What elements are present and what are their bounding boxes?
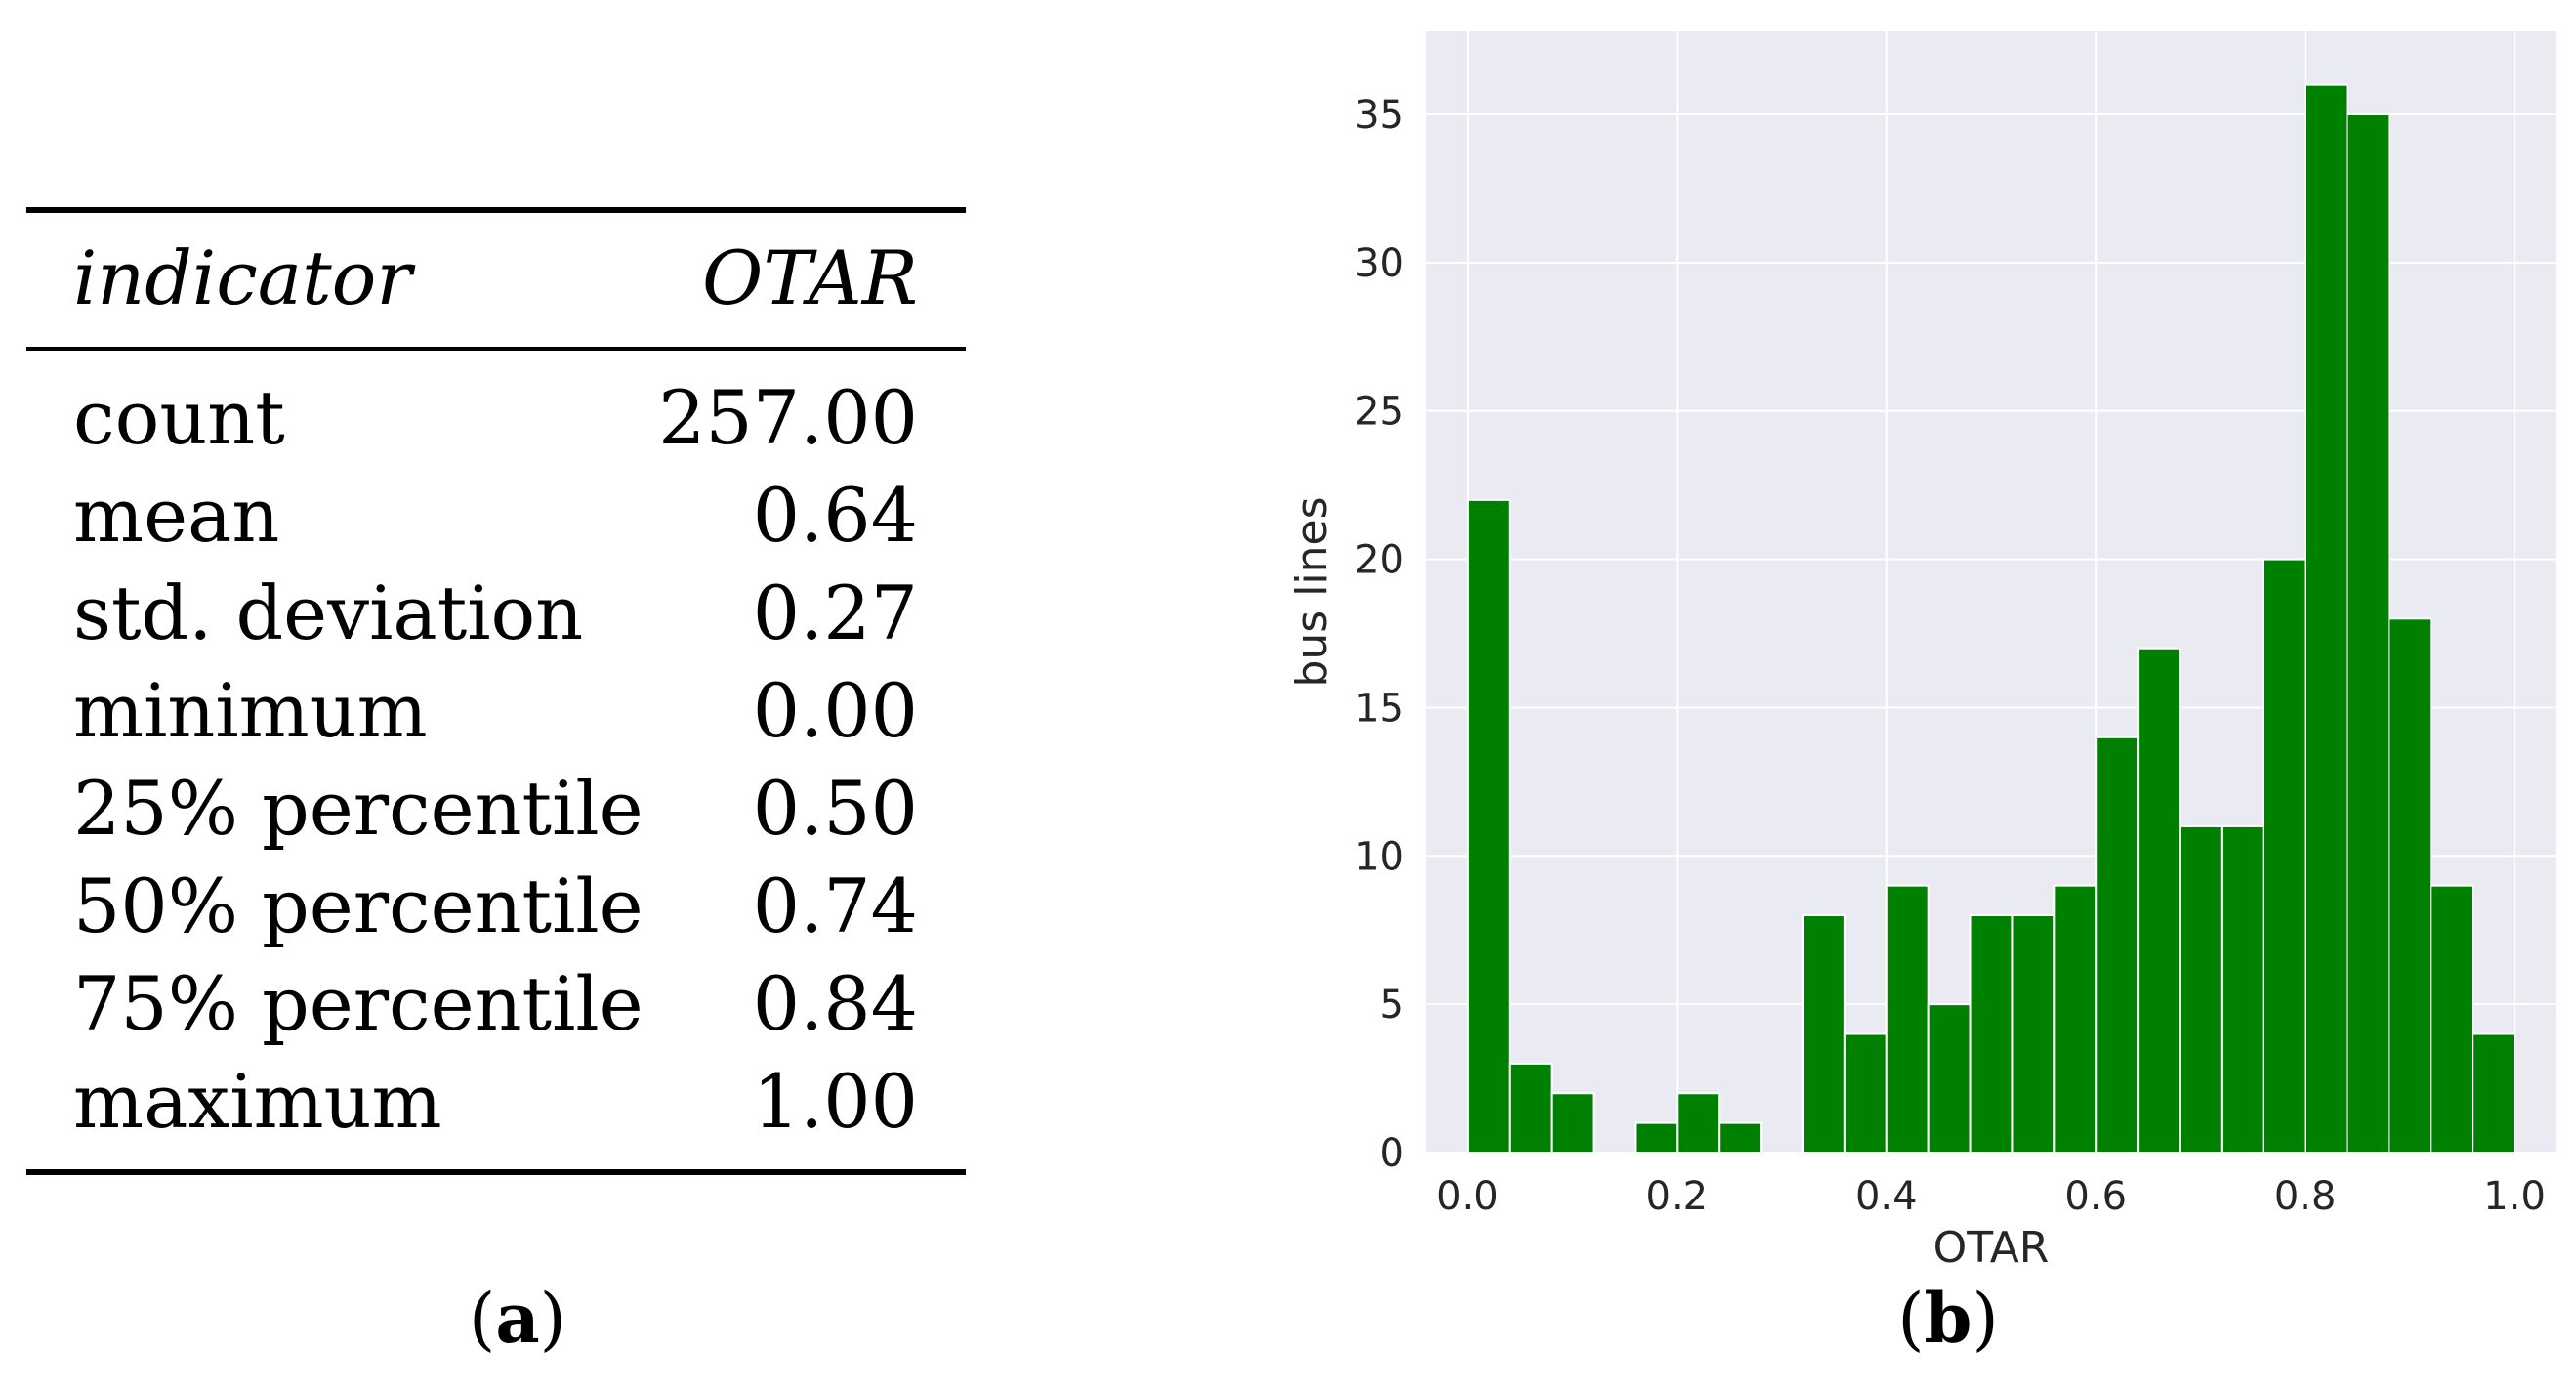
row-label: 75% percentile: [73, 960, 644, 1047]
table-body: count 257.00 mean 0.64 std. deviation 0.…: [73, 369, 918, 1151]
row-label: minimum: [73, 667, 428, 754]
histogram-bar: [1508, 1062, 1553, 1155]
table-header-rule: [26, 347, 966, 351]
table-row: minimum 0.00: [73, 662, 918, 760]
histogram-bar: [1634, 1121, 1679, 1155]
histogram-bar: [2220, 824, 2264, 1154]
histogram-bar: [2430, 884, 2474, 1155]
row-value: 0.00: [752, 667, 918, 754]
y-tick-label: 25: [1354, 390, 1404, 435]
x-tick-label: 1.0: [2483, 1174, 2546, 1219]
x-tick-label: 0.0: [1436, 1174, 1499, 1219]
y-tick-label: 35: [1354, 93, 1404, 138]
y-tick-label: 10: [1354, 834, 1404, 879]
row-value: 0.84: [752, 960, 918, 1047]
row-label: count: [73, 374, 285, 461]
row-value: 0.27: [752, 569, 918, 656]
row-value: 0.50: [752, 765, 918, 852]
histogram-bar: [1843, 1032, 1888, 1155]
row-label: 25% percentile: [73, 765, 644, 852]
row-label: 50% percentile: [73, 862, 644, 949]
histogram-bar: [2053, 884, 2098, 1155]
table-bottom-rule: [26, 1169, 966, 1175]
y-tick-label: 5: [1380, 983, 1404, 1028]
histogram-bar: [2137, 647, 2181, 1154]
histogram-bar: [1550, 1092, 1595, 1155]
histogram-bar: [2346, 113, 2390, 1155]
y-tick-label: 15: [1354, 686, 1404, 731]
table-row: std. deviation 0.27: [73, 565, 918, 662]
histogram-bar: [1718, 1121, 1763, 1155]
x-tick-label: 0.2: [1646, 1174, 1709, 1219]
x-tick-label: 0.8: [2274, 1174, 2337, 1219]
row-label: std. deviation: [73, 569, 584, 656]
histogram-bar: [1885, 884, 1930, 1155]
row-label: mean: [73, 472, 280, 559]
caption-a-letter: a: [495, 1278, 540, 1359]
histogram-bar: [2179, 824, 2223, 1154]
y-tick-label: 20: [1354, 538, 1404, 583]
row-value: 0.64: [752, 472, 918, 559]
caption-b-letter: b: [1924, 1278, 1973, 1359]
row-label: maximum: [73, 1058, 442, 1145]
histogram-bar: [2011, 914, 2056, 1155]
x-axis-label: OTAR: [1933, 1223, 2050, 1270]
histogram-bar: [1676, 1092, 1721, 1155]
table-row: 75% percentile 0.84: [73, 955, 918, 1053]
histogram-bar: [2304, 83, 2348, 1155]
histogram-bar: [1969, 914, 2014, 1155]
row-value: 257.00: [658, 374, 918, 461]
histogram-bar: [1927, 1003, 1972, 1155]
table-row: count 257.00: [73, 369, 918, 467]
table-top-rule: [26, 207, 966, 213]
histogram-chart: 0.0 0.2 0.4 0.6 0.8 1.0 0 5 10 15 20 25 30 35 OTAR bus …: [1287, 31, 2556, 1270]
x-tick-label: 0.4: [1855, 1174, 1918, 1219]
row-value: 0.74: [752, 862, 918, 949]
y-tick-label: 30: [1354, 241, 1404, 286]
y-axis-label: bus lines: [1287, 496, 1337, 687]
histogram-bar: [2262, 558, 2306, 1154]
table-row: maximum 1.00: [73, 1053, 918, 1151]
header-otar: OTAR: [702, 234, 918, 321]
histogram-bar: [1802, 914, 1846, 1155]
histogram-bar: [2388, 617, 2432, 1154]
histogram-bar: [2095, 736, 2140, 1154]
caption-b: (b): [1897, 1278, 1999, 1359]
table-header: indicator OTAR: [73, 234, 918, 322]
table-row: mean 0.64: [73, 467, 918, 565]
row-value: 1.00: [752, 1058, 918, 1145]
x-tick-label: 0.6: [2064, 1174, 2127, 1219]
header-indicator: indicator: [73, 234, 412, 321]
table-row: 25% percentile 0.50: [73, 760, 918, 858]
caption-a: (a): [469, 1278, 566, 1359]
histogram-bar: [1466, 498, 1511, 1154]
y-tick-label: 0: [1380, 1131, 1404, 1176]
table-row: 50% percentile 0.74: [73, 858, 918, 955]
histogram-bar: [2472, 1032, 2516, 1155]
